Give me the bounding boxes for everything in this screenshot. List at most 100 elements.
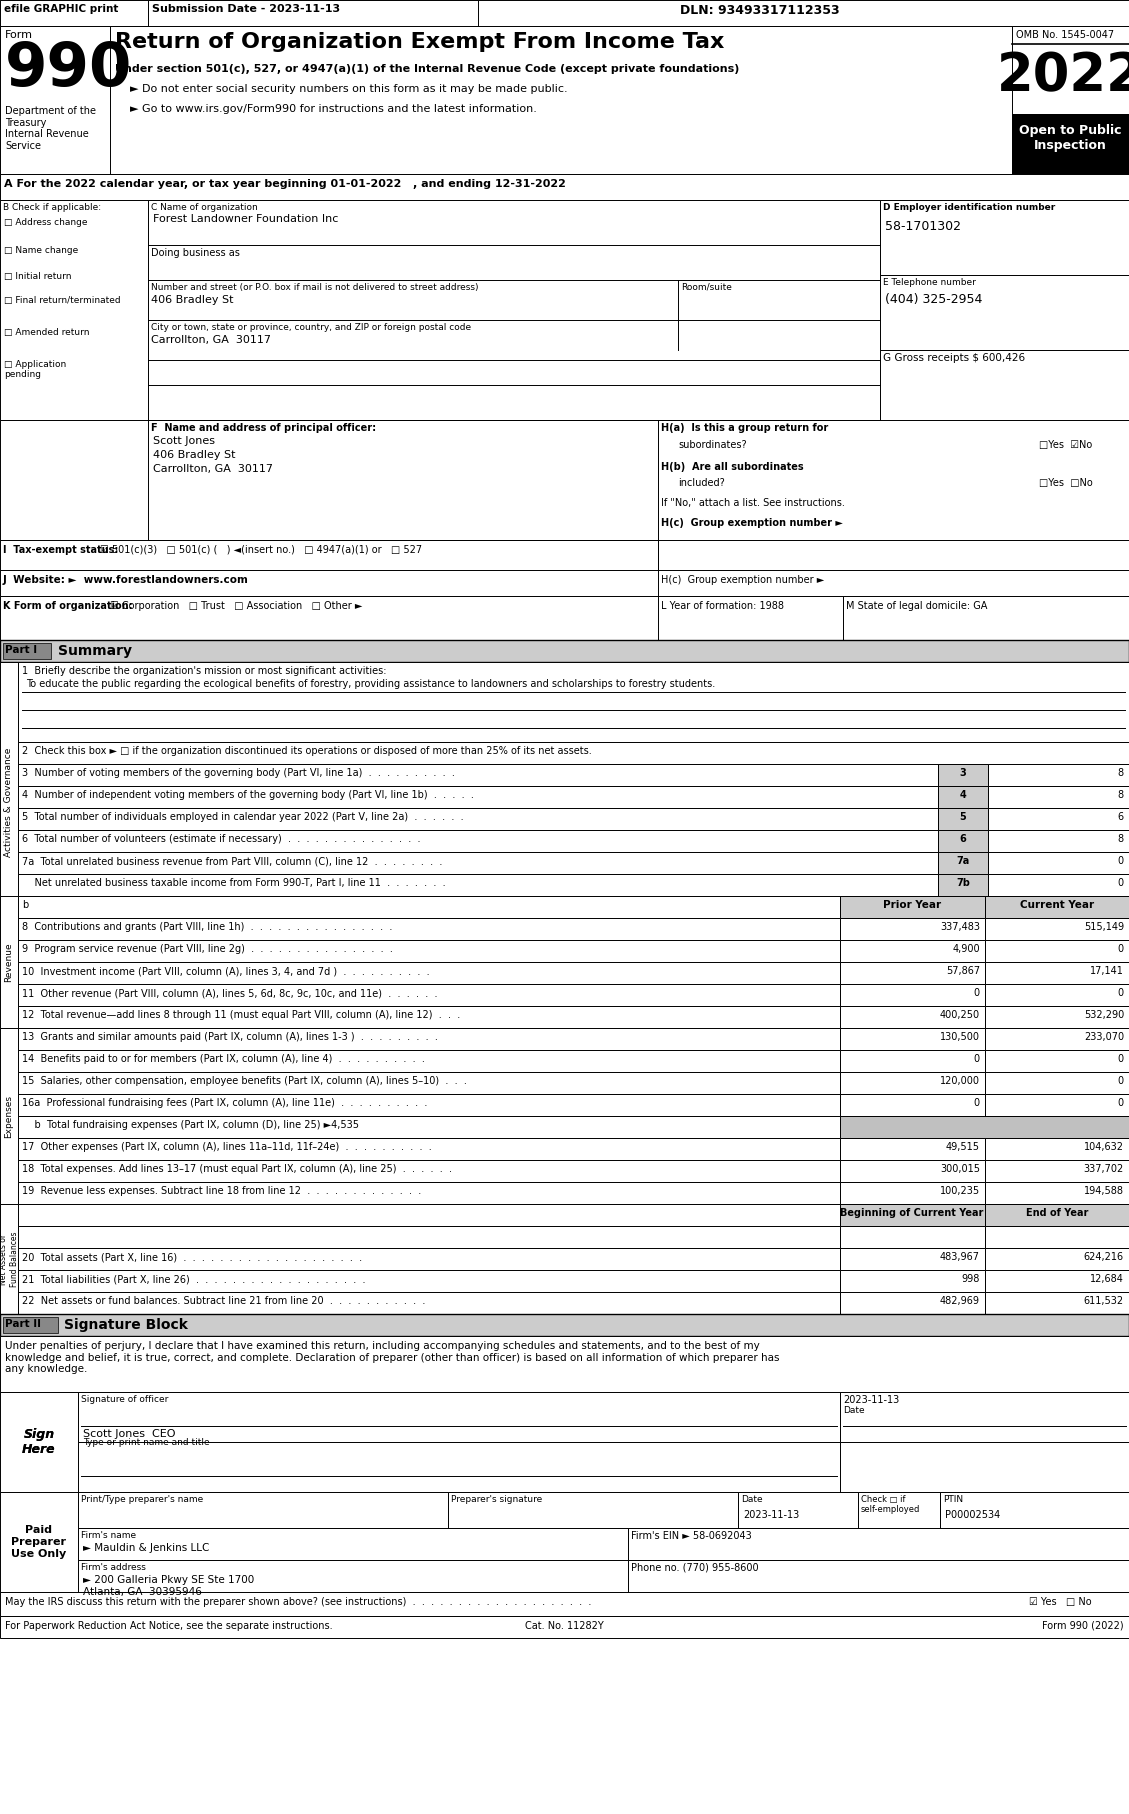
Text: Submission Date - 2023-11-13: Submission Date - 2023-11-13	[152, 4, 340, 15]
Text: 1  Briefly describe the organization's mission or most significant activities:: 1 Briefly describe the organization's mi…	[21, 666, 386, 677]
Bar	[840, 1226, 984, 1248]
Text: 58-1701302: 58-1701302	[885, 219, 961, 232]
Text: 15  Salaries, other compensation, employee benefits (Part IX, column (A), lines : 15 Salaries, other compensation, employe…	[21, 1076, 467, 1087]
Text: Cat. No. 11282Y: Cat. No. 11282Y	[525, 1622, 603, 1631]
Text: ☑ Yes   □ No: ☑ Yes □ No	[1029, 1596, 1092, 1607]
Text: 4,900: 4,900	[953, 943, 980, 954]
Text: 0: 0	[1118, 1097, 1124, 1108]
Text: 14  Benefits paid to or for members (Part IX, column (A), line 4)  .  .  .  .  .: 14 Benefits paid to or for members (Part…	[21, 1054, 425, 1065]
Text: 194,588: 194,588	[1084, 1186, 1124, 1195]
Text: Doing business as: Doing business as	[151, 249, 239, 258]
Text: 233,070: 233,070	[1084, 1032, 1124, 1041]
Bar	[840, 1391, 1129, 1442]
Bar	[18, 1007, 840, 1029]
Bar	[738, 1491, 858, 1527]
Bar	[938, 807, 988, 831]
Text: May the IRS discuss this return with the preparer shown above? (see instructions: May the IRS discuss this return with the…	[5, 1596, 592, 1607]
Text: Signature of officer: Signature of officer	[81, 1395, 168, 1404]
Text: 2023-11-13: 2023-11-13	[743, 1509, 799, 1520]
Bar	[840, 1050, 984, 1072]
Text: 3: 3	[960, 767, 966, 778]
Bar	[18, 831, 938, 853]
Text: 19  Revenue less expenses. Subtract line 18 from line 12  .  .  .  .  .  .  .  .: 19 Revenue less expenses. Subtract line …	[21, 1186, 421, 1195]
Bar	[988, 807, 1129, 831]
Bar	[148, 200, 879, 421]
Bar	[984, 1072, 1129, 1094]
Text: Net Assets or
Fund Balances: Net Assets or Fund Balances	[0, 1232, 19, 1286]
Text: 6  Total number of volunteers (estimate if necessary)  .  .  .  .  .  .  .  .  .: 6 Total number of volunteers (estimate i…	[21, 834, 420, 844]
Text: 5: 5	[960, 813, 966, 822]
Text: If "No," attach a list. See instructions.: If "No," attach a list. See instructions…	[660, 499, 844, 508]
Bar	[858, 1491, 940, 1527]
Text: F  Name and address of principal officer:: F Name and address of principal officer:	[151, 423, 376, 434]
Text: Preparer's signature: Preparer's signature	[450, 1495, 542, 1504]
Text: Activities & Governance: Activities & Governance	[5, 747, 14, 856]
Bar	[18, 853, 938, 874]
Bar	[18, 1270, 840, 1292]
Bar	[0, 0, 148, 25]
Bar	[984, 940, 1129, 961]
Text: 0: 0	[974, 1054, 980, 1065]
Text: 0: 0	[974, 1097, 980, 1108]
Bar	[78, 1560, 628, 1593]
Text: 611,532: 611,532	[1084, 1295, 1124, 1306]
Bar	[879, 276, 1129, 350]
Bar	[984, 896, 1129, 918]
Text: b: b	[21, 900, 28, 911]
Bar	[18, 1204, 840, 1226]
Bar	[18, 1094, 840, 1116]
Text: M State of legal domicile: GA: M State of legal domicile: GA	[846, 600, 988, 611]
Text: 4: 4	[960, 791, 966, 800]
Text: P00002534: P00002534	[945, 1509, 1000, 1520]
Text: Scott Jones: Scott Jones	[154, 435, 215, 446]
Bar	[938, 785, 988, 807]
Text: Under section 501(c), 527, or 4947(a)(1) of the Internal Revenue Code (except pr: Under section 501(c), 527, or 4947(a)(1)…	[115, 63, 739, 74]
Bar	[0, 640, 1129, 662]
Bar	[78, 1491, 448, 1527]
Bar	[840, 1204, 984, 1226]
Text: 400,250: 400,250	[939, 1010, 980, 1019]
Bar	[0, 421, 1129, 541]
Bar	[984, 1007, 1129, 1029]
Bar	[840, 983, 984, 1007]
Text: 337,483: 337,483	[940, 922, 980, 932]
Bar	[3, 642, 51, 658]
Bar	[18, 1159, 840, 1183]
Text: 7a: 7a	[956, 856, 970, 865]
Text: 624,216: 624,216	[1084, 1252, 1124, 1263]
Text: □ Application
pending: □ Application pending	[5, 359, 67, 379]
Text: B Check if applicable:: B Check if applicable:	[3, 203, 102, 212]
Text: 16a  Professional fundraising fees (Part IX, column (A), line 11e)  .  .  .  .  : 16a Professional fundraising fees (Part …	[21, 1097, 428, 1108]
Text: Beginning of Current Year: Beginning of Current Year	[840, 1208, 983, 1217]
Text: Phone no. (770) 955-8600: Phone no. (770) 955-8600	[631, 1564, 759, 1573]
Text: □ Amended return: □ Amended return	[5, 328, 89, 337]
Bar	[658, 421, 1129, 541]
Bar	[628, 1527, 1129, 1560]
Text: DLN: 93493317112353: DLN: 93493317112353	[680, 4, 840, 16]
Bar	[18, 896, 840, 918]
Text: 21  Total liabilities (Part X, line 26)  .  .  .  .  .  .  .  .  .  .  .  .  .  : 21 Total liabilities (Part X, line 26) .…	[21, 1273, 366, 1284]
Text: 17  Other expenses (Part IX, column (A), lines 11a–11d, 11f–24e)  .  .  .  .  . : 17 Other expenses (Part IX, column (A), …	[21, 1143, 431, 1152]
Bar	[938, 853, 988, 874]
Text: 20  Total assets (Part X, line 16)  .  .  .  .  .  .  .  .  .  .  .  .  .  .  . : 20 Total assets (Part X, line 16) . . . …	[21, 1252, 362, 1263]
Bar	[628, 1560, 1129, 1593]
Text: Firm's EIN ► 58-0692043: Firm's EIN ► 58-0692043	[631, 1531, 752, 1542]
Text: Print/Type preparer's name: Print/Type preparer's name	[81, 1495, 203, 1504]
Bar	[18, 785, 938, 807]
Bar	[984, 983, 1129, 1007]
Text: Revenue: Revenue	[5, 941, 14, 981]
Text: 120,000: 120,000	[940, 1076, 980, 1087]
Text: Part I: Part I	[5, 646, 37, 655]
Text: Return of Organization Exempt From Income Tax: Return of Organization Exempt From Incom…	[115, 33, 725, 53]
Text: □ Initial return: □ Initial return	[5, 272, 71, 281]
Text: 57,867: 57,867	[946, 967, 980, 976]
Bar	[658, 597, 843, 640]
Text: End of Year: End of Year	[1026, 1208, 1088, 1217]
Text: 11  Other revenue (Part VIII, column (A), lines 5, 6d, 8c, 9c, 10c, and 11e)  . : 11 Other revenue (Part VIII, column (A),…	[21, 989, 438, 998]
Text: ► Mauldin & Jenkins LLC: ► Mauldin & Jenkins LLC	[84, 1544, 209, 1553]
Text: Part II: Part II	[5, 1319, 41, 1330]
Text: 532,290: 532,290	[1084, 1010, 1124, 1019]
Bar	[840, 961, 984, 983]
Text: Signature Block: Signature Block	[64, 1319, 187, 1331]
Text: H(b)  Are all subordinates: H(b) Are all subordinates	[660, 463, 804, 472]
